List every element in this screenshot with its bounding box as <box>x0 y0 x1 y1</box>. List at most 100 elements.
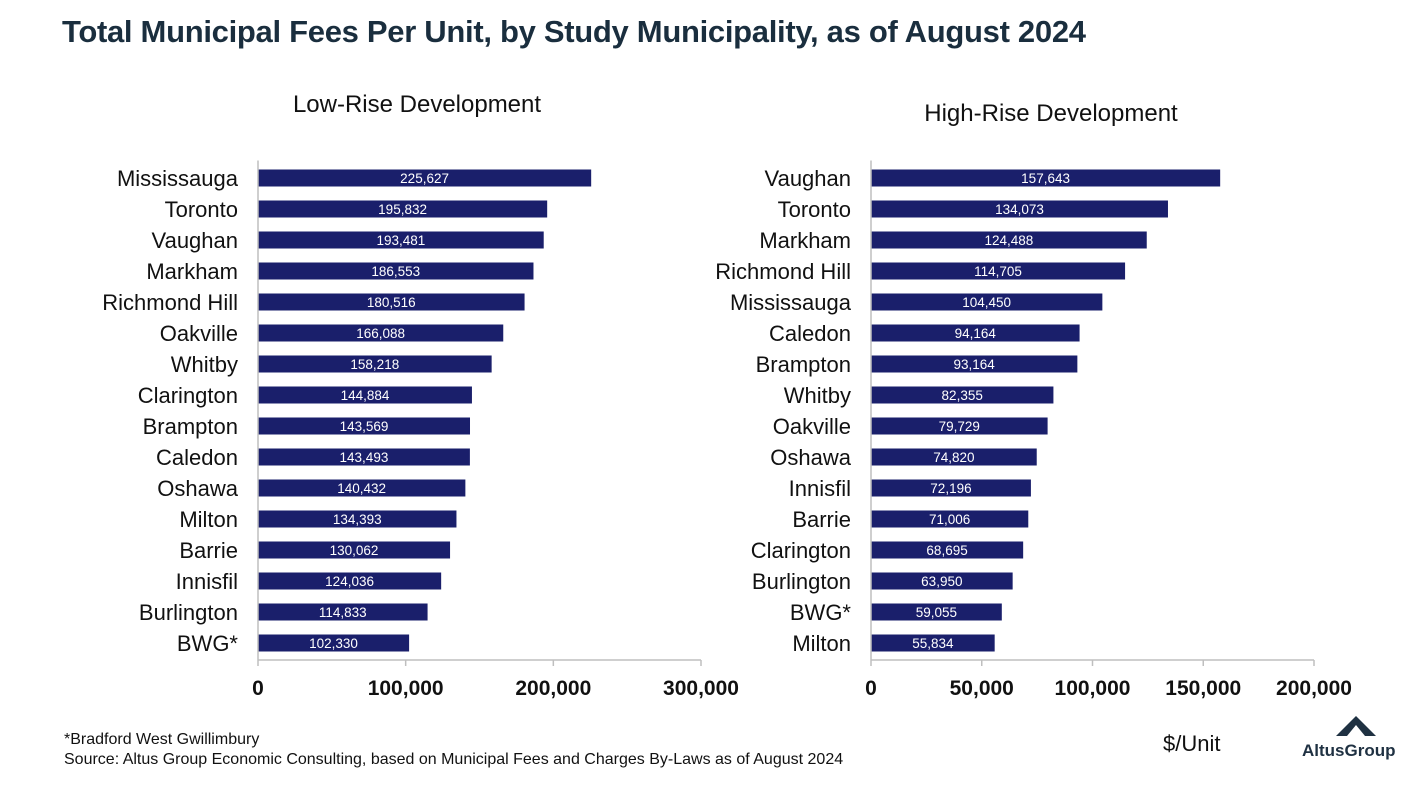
x-tick-label: 200,000 <box>515 677 591 700</box>
bar <box>258 324 504 342</box>
bar <box>258 634 410 652</box>
bar-value-label: 193,481 <box>376 233 425 248</box>
bar-value-label: 143,493 <box>340 450 389 465</box>
category-label: Innisfil <box>176 569 238 594</box>
logo-text: AltusGroup <box>1302 741 1396 760</box>
category-label: Whitby <box>171 352 238 377</box>
category-label: Caledon <box>769 321 851 346</box>
bar <box>258 200 548 218</box>
category-label: Oshawa <box>770 445 851 470</box>
category-label: BWG* <box>177 631 239 656</box>
category-label: Markham <box>759 228 851 253</box>
bar <box>258 231 544 249</box>
bar <box>871 200 1168 218</box>
bar <box>258 293 525 311</box>
bar <box>258 479 466 497</box>
bar <box>258 510 457 528</box>
bar <box>258 262 534 280</box>
bar-value-label: 94,164 <box>955 326 997 341</box>
category-label: Caledon <box>156 445 238 470</box>
category-label: Oakville <box>773 414 851 439</box>
bar-value-label: 180,516 <box>367 295 416 310</box>
bar <box>871 510 1029 528</box>
bar-value-label: 71,006 <box>929 512 970 527</box>
chart-title: High-Rise Development <box>924 100 1178 127</box>
chart-title: Low-Rise Development <box>293 91 541 118</box>
bar <box>871 169 1221 187</box>
x-tick-label: 200,000 <box>1276 677 1352 700</box>
bar <box>258 355 492 373</box>
bar-value-label: 186,553 <box>371 264 420 279</box>
category-label: Clarington <box>751 538 851 563</box>
bar-value-label: 68,695 <box>926 543 967 558</box>
bar-value-label: 59,055 <box>916 605 957 620</box>
bar <box>871 386 1054 404</box>
x-tick-label: 50,000 <box>950 677 1014 700</box>
bar-value-label: 55,834 <box>912 636 954 651</box>
bar-value-label: 143,569 <box>340 419 389 434</box>
bar-value-label: 144,884 <box>341 388 390 403</box>
bar <box>258 541 451 559</box>
bar <box>871 355 1078 373</box>
category-label: Toronto <box>165 197 238 222</box>
bar-value-label: 134,393 <box>333 512 382 527</box>
page-title: Total Municipal Fees Per Unit, by Study … <box>62 14 1086 49</box>
bar-value-label: 72,196 <box>930 481 971 496</box>
bar-value-label: 157,643 <box>1021 171 1070 186</box>
category-label: Oakville <box>160 321 238 346</box>
category-label: Mississauga <box>730 290 852 315</box>
bar <box>258 448 470 466</box>
altus-triangle-icon <box>1336 716 1376 736</box>
bar <box>258 169 592 187</box>
category-label: Toronto <box>778 197 851 222</box>
bar-value-label: 104,450 <box>962 295 1011 310</box>
bar <box>258 603 428 621</box>
category-label: Mississauga <box>117 166 239 191</box>
bar <box>258 386 472 404</box>
bar-value-label: 63,950 <box>921 574 962 589</box>
bar <box>871 231 1147 249</box>
x-tick-label: 100,000 <box>1055 677 1131 700</box>
x-tick-label: 0 <box>865 677 877 700</box>
bar-value-label: 130,062 <box>330 543 379 558</box>
bar-value-label: 79,729 <box>939 419 980 434</box>
category-label: Oshawa <box>157 476 238 501</box>
bar-value-label: 166,088 <box>356 326 405 341</box>
altus-logo: AltusGroup <box>1296 713 1416 773</box>
category-label: Barrie <box>792 507 851 532</box>
bar <box>871 324 1080 342</box>
bar-value-label: 225,627 <box>400 171 449 186</box>
unit-label: $/Unit <box>1163 731 1221 756</box>
bar <box>871 603 1002 621</box>
category-label: Milton <box>792 631 851 656</box>
category-label: Richmond Hill <box>715 259 851 284</box>
bar-value-label: 74,820 <box>933 450 974 465</box>
category-label: Vaughan <box>765 166 851 191</box>
category-label: Burlington <box>752 569 851 594</box>
x-tick-label: 150,000 <box>1165 677 1241 700</box>
bar <box>871 448 1037 466</box>
bar <box>871 262 1126 280</box>
bar <box>258 572 442 590</box>
category-label: BWG* <box>790 600 852 625</box>
bar <box>258 417 471 435</box>
bar <box>871 541 1024 559</box>
bar-value-label: 114,833 <box>319 605 367 620</box>
category-label: Brampton <box>756 352 851 377</box>
bar-value-label: 102,330 <box>309 636 358 651</box>
bar-value-label: 114,705 <box>974 264 1022 279</box>
category-label: Richmond Hill <box>102 290 238 315</box>
bar <box>871 479 1031 497</box>
category-label: Barrie <box>179 538 238 563</box>
bar-value-label: 93,164 <box>954 357 996 372</box>
category-label: Whitby <box>784 383 851 408</box>
bar-value-label: 124,488 <box>984 233 1033 248</box>
category-label: Innisfil <box>789 476 851 501</box>
category-label: Clarington <box>138 383 238 408</box>
bar <box>871 293 1103 311</box>
category-label: Brampton <box>143 414 238 439</box>
bar-value-label: 82,355 <box>942 388 983 403</box>
bar <box>871 634 995 652</box>
bar-value-label: 140,432 <box>337 481 386 496</box>
